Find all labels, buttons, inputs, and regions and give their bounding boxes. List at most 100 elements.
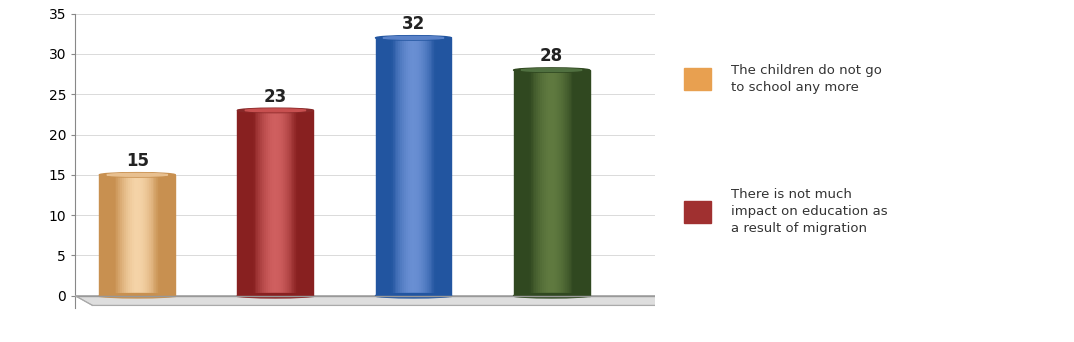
Bar <box>255 110 257 296</box>
Bar <box>145 175 147 296</box>
Bar <box>379 38 381 296</box>
Bar <box>402 38 404 296</box>
Bar <box>240 110 242 296</box>
Bar <box>115 175 116 296</box>
Bar <box>557 70 560 296</box>
Bar <box>527 70 528 296</box>
Bar <box>553 70 555 296</box>
Bar <box>533 70 535 296</box>
Bar <box>393 38 394 296</box>
Bar <box>304 110 306 296</box>
Bar <box>411 38 413 296</box>
Bar <box>401 38 402 296</box>
Bar <box>274 110 275 296</box>
Bar <box>570 70 572 296</box>
Bar <box>124 175 126 296</box>
Ellipse shape <box>521 69 582 71</box>
Bar <box>107 175 108 296</box>
Bar <box>538 70 540 296</box>
Bar <box>132 175 133 296</box>
Bar <box>242 110 243 296</box>
Bar <box>140 175 141 296</box>
Bar <box>300 110 302 296</box>
Bar <box>172 175 173 296</box>
Bar <box>247 110 249 296</box>
Ellipse shape <box>99 173 175 177</box>
Text: 32: 32 <box>402 15 425 33</box>
Bar <box>141 175 143 296</box>
Bar <box>423 38 425 296</box>
Bar <box>398 38 401 296</box>
Bar <box>302 110 304 296</box>
Bar <box>306 110 307 296</box>
Bar <box>426 38 429 296</box>
Bar <box>101 175 103 296</box>
Bar <box>446 38 448 296</box>
Ellipse shape <box>237 293 314 298</box>
Bar <box>516 70 518 296</box>
Bar <box>153 175 155 296</box>
Bar <box>164 175 165 296</box>
Bar <box>421 38 423 296</box>
Bar <box>105 175 107 296</box>
Bar <box>99 175 101 296</box>
Bar <box>440 38 442 296</box>
Bar <box>155 175 157 296</box>
Bar <box>394 38 396 296</box>
Bar <box>555 70 557 296</box>
Bar <box>425 38 426 296</box>
Bar <box>135 175 137 296</box>
Bar <box>377 38 379 296</box>
Text: 28: 28 <box>540 47 563 65</box>
Bar <box>157 175 158 296</box>
Polygon shape <box>75 296 690 305</box>
Bar <box>409 38 411 296</box>
Bar <box>550 70 552 296</box>
Bar <box>429 38 431 296</box>
Ellipse shape <box>245 109 306 112</box>
Bar <box>243 110 245 296</box>
Bar <box>582 70 584 296</box>
Bar <box>111 175 113 296</box>
Bar <box>548 70 550 296</box>
Bar <box>130 175 132 296</box>
Bar <box>292 110 294 296</box>
Text: The children do not go
to school any more: The children do not go to school any mor… <box>730 65 882 94</box>
Bar <box>419 38 421 296</box>
Bar <box>578 70 580 296</box>
Bar <box>567 70 568 296</box>
Bar <box>545 70 546 296</box>
Bar <box>575 70 577 296</box>
Bar <box>552 70 553 296</box>
Text: 15: 15 <box>126 152 149 170</box>
Ellipse shape <box>99 293 175 298</box>
Bar <box>381 38 383 296</box>
Bar <box>450 38 451 296</box>
Bar <box>260 110 262 296</box>
Bar <box>413 38 416 296</box>
Bar <box>521 70 523 296</box>
Bar <box>431 38 433 296</box>
Text: 23: 23 <box>264 88 287 106</box>
Bar <box>536 70 538 296</box>
Bar <box>120 175 122 296</box>
Bar <box>523 70 525 296</box>
Bar <box>245 110 247 296</box>
Bar <box>147 175 148 296</box>
Bar <box>444 38 446 296</box>
Bar <box>173 175 175 296</box>
Bar <box>568 70 570 296</box>
Bar <box>250 110 252 296</box>
Bar <box>406 38 408 296</box>
Bar <box>383 38 384 296</box>
Ellipse shape <box>376 293 451 298</box>
Bar <box>560 70 561 296</box>
Bar <box>535 70 536 296</box>
Bar <box>580 70 582 296</box>
Bar <box>285 110 287 296</box>
Ellipse shape <box>237 108 314 113</box>
Bar <box>525 70 527 296</box>
Bar <box>587 70 590 296</box>
Bar <box>108 175 111 296</box>
Bar <box>294 110 296 296</box>
